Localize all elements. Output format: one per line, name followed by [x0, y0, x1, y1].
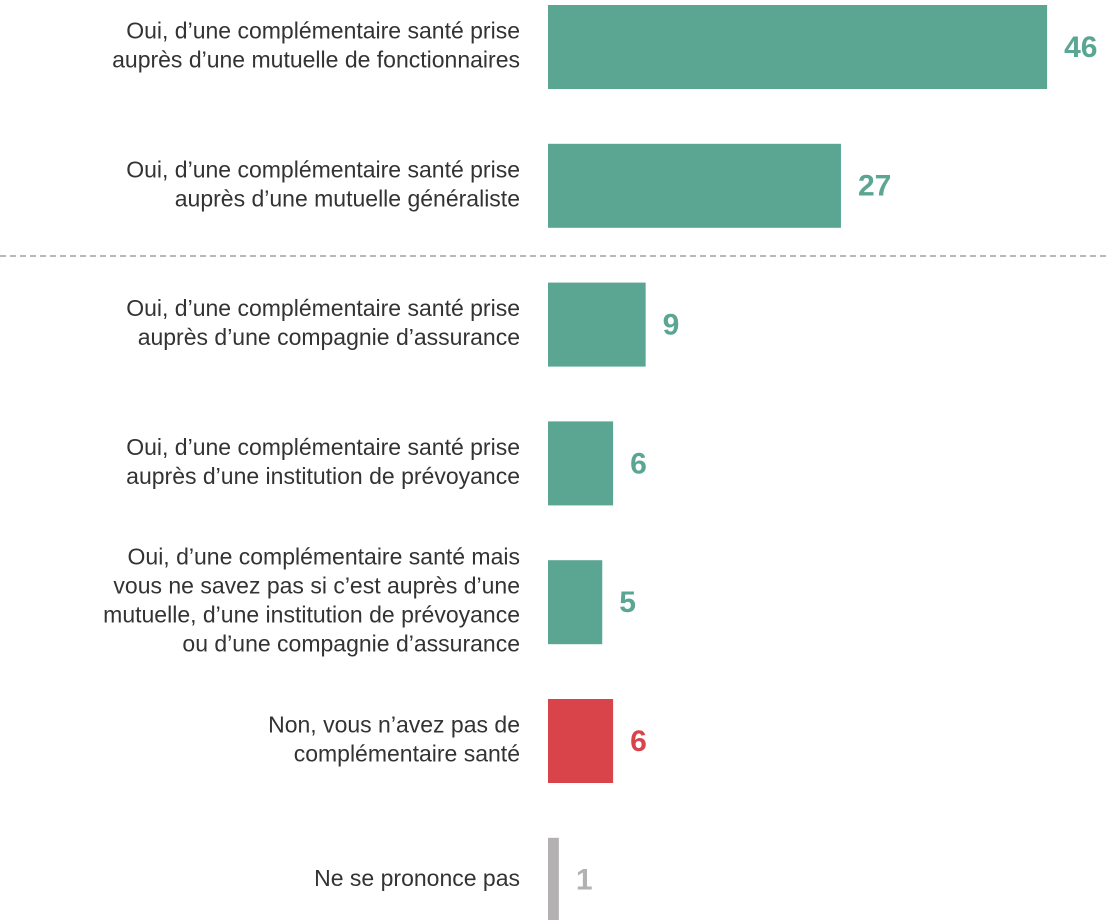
category-label-line: Ne se prononce pas — [314, 865, 520, 891]
category-label-line: Oui, d’une complémentaire santé prise — [126, 434, 520, 460]
bar — [548, 282, 646, 367]
category-label-line: complémentaire santé — [294, 741, 520, 767]
category-label-line: mutuelle, d’une institution de prévoyanc… — [103, 602, 520, 628]
value-label: 6 — [630, 447, 647, 480]
value-label: 46 — [1064, 31, 1097, 64]
value-label: 27 — [858, 170, 891, 203]
bar — [548, 421, 614, 506]
value-label: 5 — [619, 586, 636, 619]
category-label-line: Oui, d’une complémentaire santé mais — [128, 544, 520, 570]
category-label-line: auprès d’une institution de prévoyance — [126, 463, 520, 489]
category-label: Non, vous n’avez pas de complémentaire sa… — [268, 712, 520, 767]
category-label: Oui, d’une complémentaire santé prise aup… — [126, 156, 520, 211]
category-label: Oui, d’une complémentaire santé mais vous… — [103, 544, 520, 657]
bar — [548, 837, 559, 920]
category-label-line: Oui, d’une complémentaire santé prise — [126, 18, 520, 44]
category-label-line: auprès d’une mutuelle de fonctionnaires — [112, 47, 520, 73]
category-label: Oui, d’une complémentaire santé prise aup… — [112, 18, 520, 73]
category-label-line: Oui, d’une complémentaire santé prise — [126, 156, 520, 182]
bar — [548, 560, 603, 645]
category-label-line: vous ne savez pas si c’est auprès d’une — [113, 573, 520, 599]
category-label-line: auprès d’une mutuelle généraliste — [175, 185, 520, 211]
category-label: Oui, d’une complémentaire santé prise aup… — [126, 295, 520, 350]
value-label: 9 — [663, 309, 680, 342]
category-label-line: Oui, d’une complémentaire santé prise — [126, 295, 520, 321]
category-label-line: ou d’une compagnie d’assurance — [182, 631, 520, 657]
category-label-line: auprès d’une compagnie d’assurance — [138, 324, 520, 350]
value-label: 6 — [630, 725, 647, 758]
bar — [548, 143, 841, 228]
value-label: 1 — [576, 864, 593, 897]
category-label-line: Non, vous n’avez pas de — [268, 712, 520, 738]
category-label: Ne se prononce pas — [314, 865, 520, 891]
bar — [548, 5, 1048, 89]
category-label: Oui, d’une complémentaire santé prise aup… — [126, 434, 520, 489]
bar — [548, 699, 614, 783]
